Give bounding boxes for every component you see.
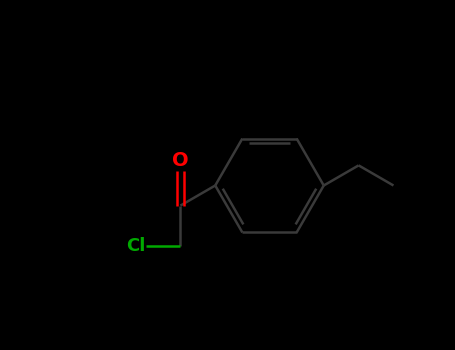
Text: O: O [172,151,189,170]
Text: Cl: Cl [126,237,145,255]
